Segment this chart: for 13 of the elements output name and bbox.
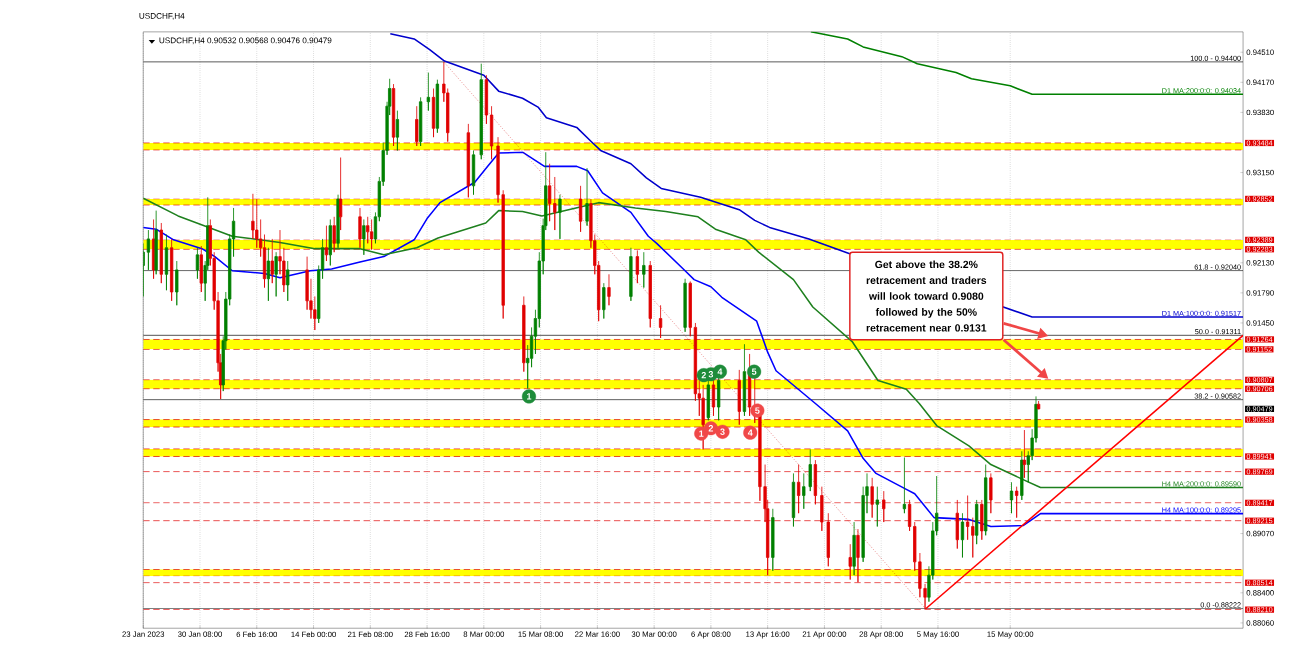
annotation: 2 (701, 372, 706, 379)
text: USDCHF,H4 0.90532 0.90568 0.90476 0.90479 (159, 37, 332, 45)
annotation: 3 (708, 371, 714, 378)
annotation: 4 (747, 429, 753, 436)
annotation: 2 (708, 425, 714, 432)
annotation: 4 (717, 368, 723, 375)
annotation: 3 (720, 428, 725, 436)
annotation: 5 (755, 407, 760, 414)
annotation: 1 (699, 430, 704, 437)
chart-subtitle: USDCHF,H4 (139, 13, 185, 20)
annotation: Get above the 38.2% retracement and traders will look toward 0.9080 followed by the 50% retracement near 0.9131 (866, 260, 987, 332)
annotation: 5 (751, 368, 757, 375)
annotation: 1 (527, 393, 532, 400)
